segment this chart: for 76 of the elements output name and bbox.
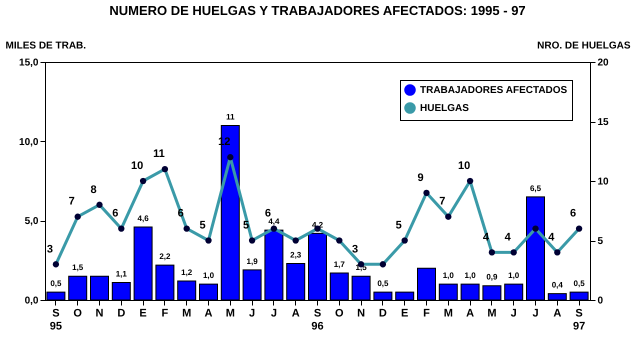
y-tick-label: 0,0 <box>24 296 39 306</box>
data-label: 2,2 <box>159 252 172 262</box>
data-label: 6 <box>112 208 118 220</box>
x-tick-label: S 95 <box>50 308 62 332</box>
x-tick-label: J <box>270 308 277 320</box>
y2-tick-label: 0 <box>598 296 604 306</box>
y-axis-title: MILES DE TRAB. <box>6 40 86 52</box>
data-label: 4,4 <box>268 217 280 226</box>
data-label: 11 <box>226 112 236 122</box>
data-label: 8 <box>90 184 97 196</box>
data-label: 1,0 <box>442 271 454 280</box>
legend-label: TRABAJADORES AFECTADOS <box>420 85 568 96</box>
data-label: 3 <box>46 243 53 256</box>
data-label: 1,0 <box>202 271 215 280</box>
x-tick-label: J <box>249 308 256 320</box>
x-tick-label: N <box>96 308 104 320</box>
data-label: 7 <box>439 196 446 208</box>
data-label: 5 <box>396 220 402 232</box>
x-tick-label: F <box>162 308 169 320</box>
x-tick-label: E <box>139 308 147 320</box>
x-tick-label: N <box>357 308 366 320</box>
x-tick-label: S 97 <box>572 308 586 332</box>
x-tick-label: F <box>423 308 430 320</box>
x-tick-label: M <box>226 308 235 320</box>
data-label: 0,5 <box>377 279 390 288</box>
data-label: 1,0 <box>464 271 476 280</box>
data-label: 6,5 <box>530 184 542 193</box>
data-label: 10 <box>458 160 470 172</box>
data-label: 7 <box>68 196 75 208</box>
y-tick-label: 15,0 <box>19 58 39 68</box>
data-label: 10 <box>130 160 144 172</box>
data-label: 1,7 <box>334 260 346 270</box>
data-label: 4 <box>548 231 556 244</box>
y2-tick-label: 20 <box>598 58 610 68</box>
x-tick-label: D <box>378 308 387 320</box>
data-label: 1,2 <box>181 268 193 277</box>
y2-tick-label: 5 <box>598 236 604 247</box>
x-tick-label: O <box>335 308 344 320</box>
data-label: 6 <box>264 208 271 220</box>
data-label: 1,5 <box>72 263 84 272</box>
data-label: 3 <box>352 243 358 256</box>
data-label: 5 <box>199 220 206 232</box>
data-label: 2,3 <box>290 250 302 260</box>
x-tick-label: D <box>117 308 126 320</box>
x-tick-label: E <box>401 308 408 320</box>
x-tick-label: A <box>292 308 300 320</box>
data-label: 6 <box>570 208 576 220</box>
y2-axis-title: NRO. DE HUELGAS <box>537 40 631 52</box>
x-tick-label: S 96 <box>311 308 324 332</box>
data-label: 11 <box>153 148 165 160</box>
data-label: 1,1 <box>116 270 128 279</box>
x-tick-label: J <box>510 308 517 320</box>
x-tick-label: M <box>182 308 192 320</box>
data-label: 0,5 <box>574 279 586 288</box>
y2-tick-label: 15 <box>598 117 610 128</box>
data-label: 4 <box>504 231 512 244</box>
x-tick-label: A <box>466 308 474 320</box>
x-tick-label: M <box>487 308 496 320</box>
y-tick-label: 5,0 <box>24 216 39 228</box>
legend-label: HUELGAS <box>420 103 470 114</box>
chart-title: NUMERO DE HUELGAS Y TRABAJADORES AFECTADOS: 1995 - 97 <box>109 3 526 18</box>
y-tick-label: 10,0 <box>19 136 39 148</box>
data-label: 0,9 <box>486 272 498 282</box>
x-tick-label: A <box>553 308 562 320</box>
data-label: 1,0 <box>508 271 520 280</box>
data-label: 4 <box>482 231 490 244</box>
x-tick-label: A <box>204 308 213 320</box>
y2-tick-label: 10 <box>598 176 610 188</box>
x-tick-label: J <box>532 308 539 320</box>
data-label: 0,4 <box>552 280 564 290</box>
data-label: 1,9 <box>246 256 258 266</box>
data-label: 0,5 <box>50 279 62 288</box>
x-tick-label: M <box>444 308 453 320</box>
data-label: 4,6 <box>138 214 150 224</box>
x-tick-label: O <box>73 308 82 320</box>
data-label: 9 <box>417 172 424 184</box>
